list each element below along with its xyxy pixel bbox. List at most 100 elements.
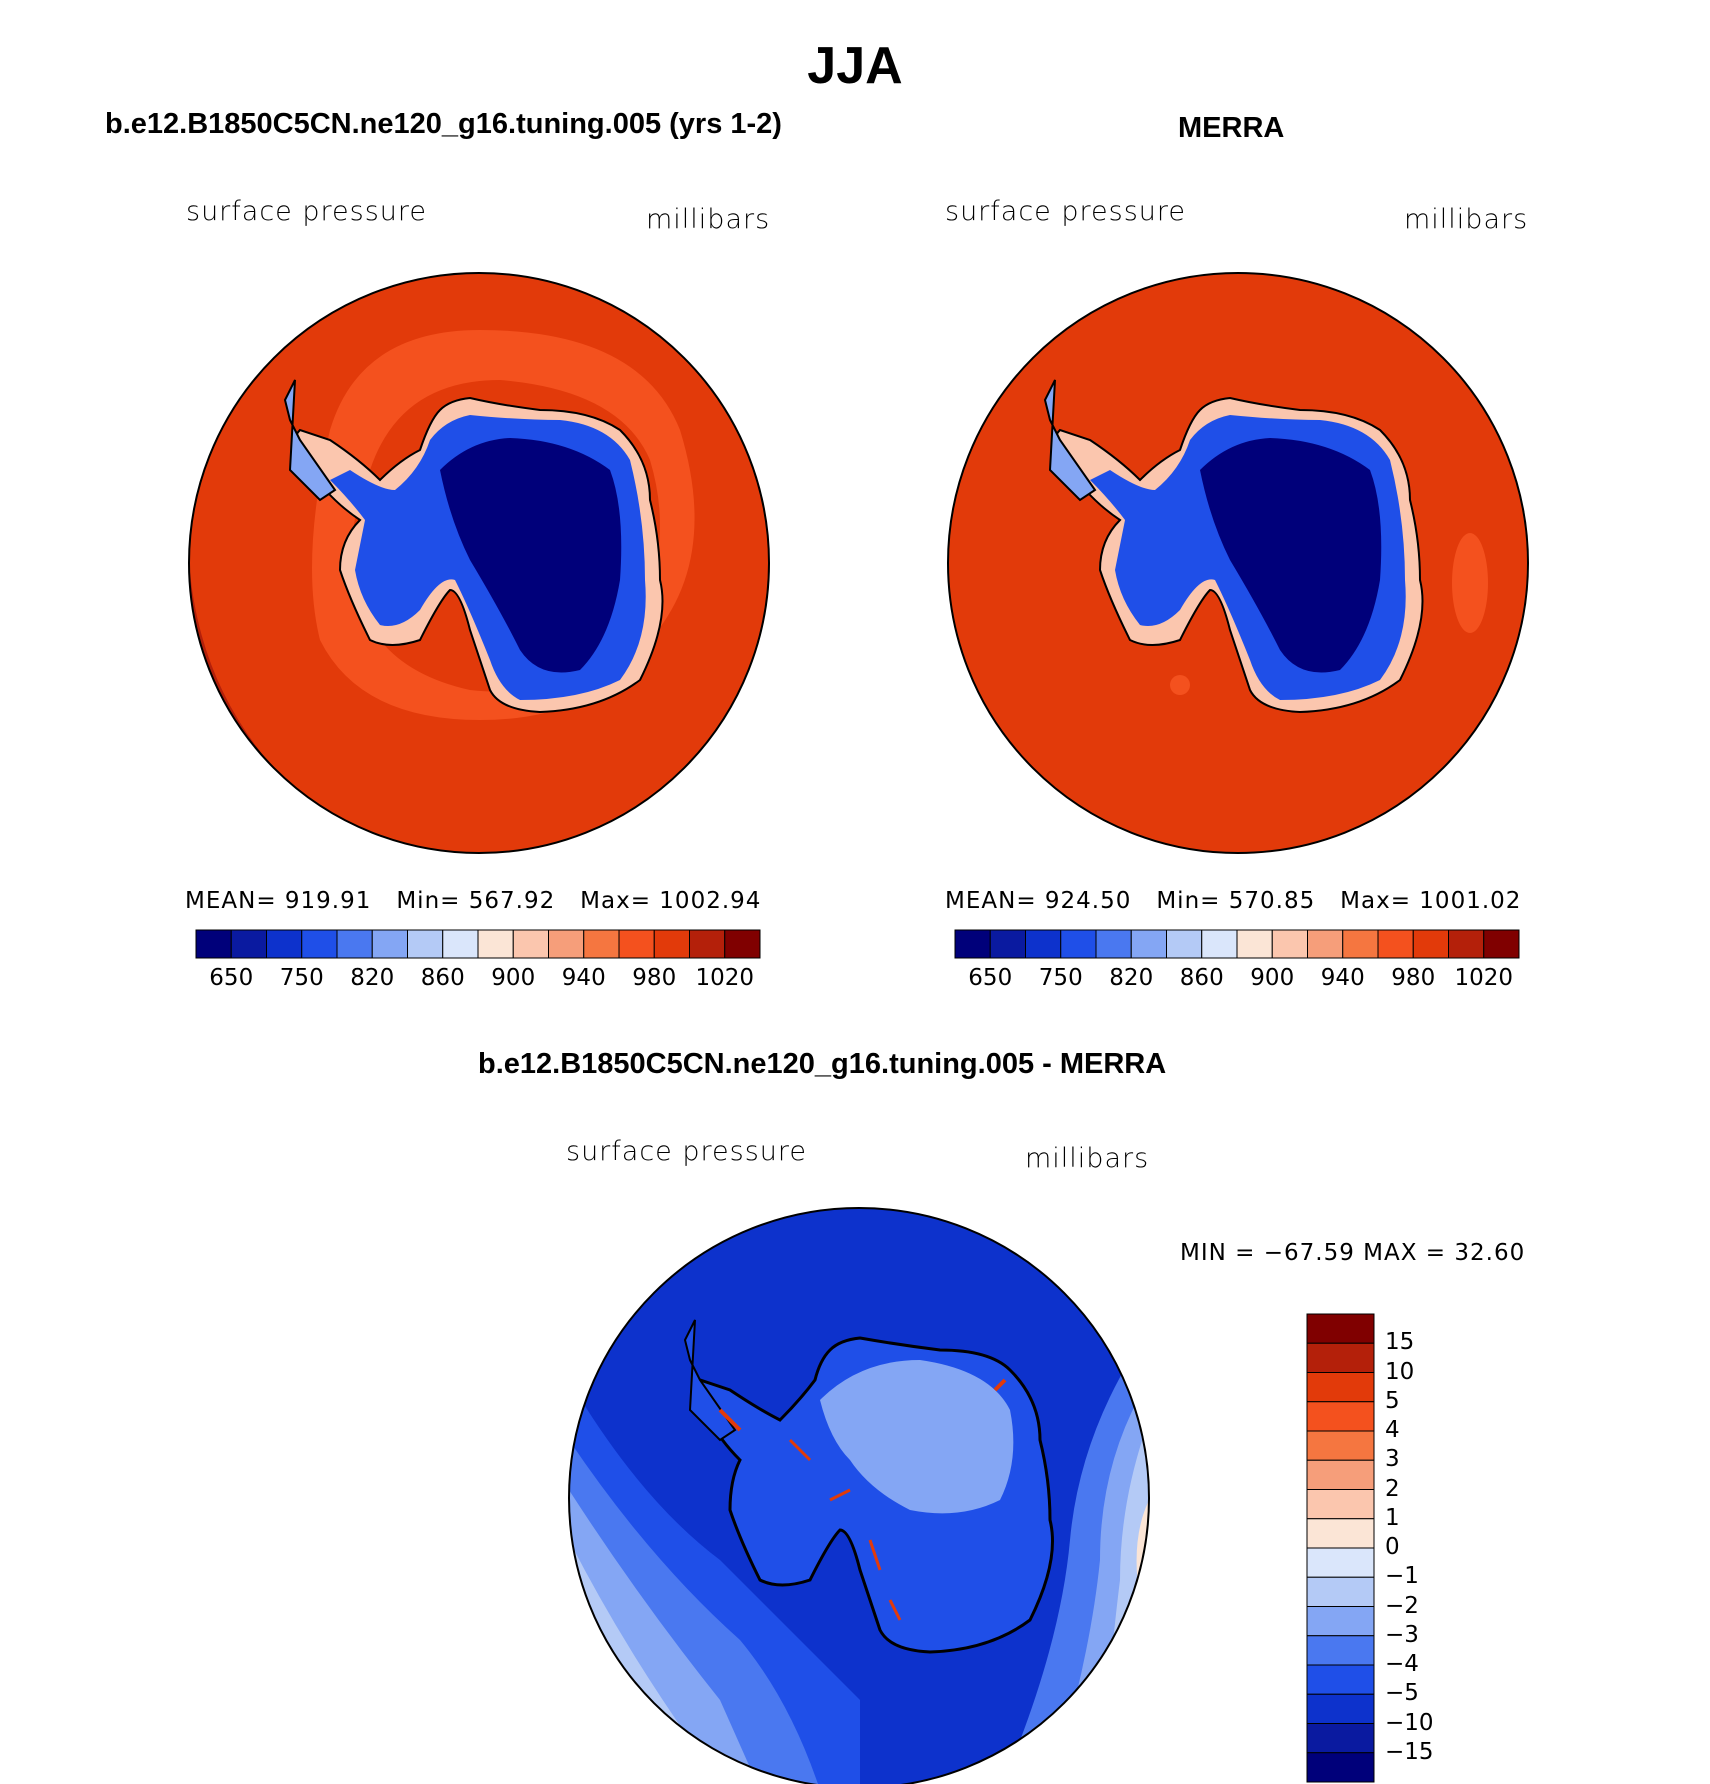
panel2-mean: 924.50: [1044, 888, 1132, 914]
panel2-colorbar-swatch: [1025, 929, 1062, 959]
panel1-colorbar: [195, 929, 761, 959]
panel1-colorbar-tick-label: 820: [350, 965, 395, 991]
page-title: JJA: [807, 37, 903, 95]
panel2-min: 570.85: [1228, 888, 1316, 914]
panel1-colorbar-tick-label: 980: [632, 965, 677, 991]
panel2-south-highpatch: [1170, 675, 1190, 695]
panel3-colorbar-tick-label: 1: [1385, 1504, 1400, 1531]
panel3-colorbar-swatch: [1306, 1723, 1375, 1754]
panel2-variable-label: surface pressure: [945, 196, 1186, 227]
panel3-colorbar-swatch: [1306, 1693, 1375, 1724]
panel2-colorbar-tick-label: 940: [1320, 965, 1365, 991]
panel1-colorbar-swatch: [442, 929, 479, 959]
panel2-colorbar-swatch: [1095, 929, 1132, 959]
panel3-colorbar-tick-label: 3: [1385, 1446, 1400, 1473]
panel3-colorbar-swatch: [1306, 1576, 1375, 1607]
panel1-colorbar-swatch: [230, 929, 267, 959]
panel1-colorbar-swatch: [195, 929, 232, 959]
panel1-mean-label: MEAN=: [185, 888, 277, 914]
panel3-colorbar-tick-label: −3: [1385, 1621, 1419, 1648]
panel1-min: 567.92: [468, 888, 556, 914]
panel3-colorbar-tick-label: 4: [1385, 1417, 1400, 1443]
panel3-antarctica-light: [820, 1360, 1014, 1514]
panel1-antarctica-core: [440, 438, 622, 673]
panel3-colorbar-tick-label: −4: [1385, 1651, 1419, 1677]
panel2-colorbar-tick-label: 1020: [1454, 965, 1514, 991]
panel2-max-label: Max=: [1340, 888, 1411, 914]
panel3-colorbar-ticks: 15 10 5 4 3 2 1 0 −1 −2 −3 −4 −5 −10 −15: [1385, 1314, 1445, 1782]
panel1-max: 1002.94: [659, 888, 762, 914]
panel1-min-label: Min=: [396, 888, 461, 914]
panel1-colorbar-tick-label: 1020: [695, 965, 755, 991]
panel1-colorbar-tick-label: 750: [279, 965, 324, 991]
panel2-colorbar-tick-label: 980: [1391, 965, 1436, 991]
panel3-streak-5: [888, 1599, 902, 1621]
panel1-colorbar-swatch: [512, 929, 549, 959]
panel1-colorbar-swatch: [618, 929, 655, 959]
panel1-colorbar-swatch: [266, 929, 303, 959]
panel1-colorbar-swatch: [724, 929, 761, 959]
panel2-colorbar: [954, 929, 1520, 959]
panel1-title: b.e12.B1850C5CN.ne120_g16.tuning.005 (yr…: [105, 108, 782, 140]
panel2-peninsula: [1043, 379, 1097, 502]
panel2-colorbar-swatch: [1448, 929, 1485, 959]
panel2-colorbar-swatch: [1412, 929, 1449, 959]
panel3-title: b.e12.B1850C5CN.ne120_g16.tuning.005 - M…: [478, 1048, 1167, 1080]
panel3-peninsula: [683, 1319, 737, 1442]
panel1-max-label: Max=: [580, 888, 651, 914]
panel3-colorbar-swatch: [1306, 1372, 1375, 1403]
panel2-colorbar-swatch: [1483, 929, 1520, 959]
panel1-stats: MEAN= 919.91 Min= 567.92 Max= 1002.94: [185, 888, 761, 914]
panel3-colorbar-swatch: [1306, 1342, 1375, 1373]
panel1-peninsula: [283, 379, 337, 502]
panel2-colorbar-tick-label: 750: [1038, 965, 1083, 991]
panel3-colorbar-swatch: [1306, 1518, 1375, 1549]
panel1-colorbar-swatch: [477, 929, 514, 959]
panel3-colorbar-tick-label: 0: [1385, 1534, 1400, 1560]
panel2-colorbar-swatch: [1166, 929, 1203, 959]
panel3-colorbar-swatch: [1306, 1459, 1375, 1490]
panel3-minmax: MIN = −67.59 MAX = 32.60: [1180, 1240, 1526, 1266]
panel3-variable-label: surface pressure: [566, 1136, 807, 1167]
panel3-colorbar-swatch: [1306, 1664, 1375, 1695]
panel3-colorbar-swatch: [1306, 1635, 1375, 1666]
panel1-colorbar-swatch: [407, 929, 444, 959]
panel3-colorbar-swatch: [1306, 1547, 1375, 1578]
panel3-colorbar: [1306, 1313, 1375, 1783]
panel1-colorbar-swatch: [583, 929, 620, 959]
panel2-max: 1001.02: [1419, 888, 1522, 914]
panel2-stats: MEAN= 924.50 Min= 570.85 Max= 1001.02: [945, 888, 1521, 914]
panel1-colorbar-tick-label: 940: [561, 965, 606, 991]
panel3-streak-4: [868, 1539, 882, 1571]
panel2-title: MERRA: [1178, 112, 1285, 144]
panel3-colorbar-tick-label: −15: [1385, 1738, 1434, 1765]
panel2-min-label: Min=: [1156, 888, 1221, 914]
panel2-colorbar-swatch: [954, 929, 991, 959]
panel1-colorbar-swatch: [548, 929, 585, 959]
panel1-colorbar-tick-label: 860: [420, 965, 465, 991]
panel3-units-label: millibars: [1025, 1143, 1150, 1174]
panel2-colorbar-tick-label: 860: [1179, 965, 1224, 991]
panel3-colorbar-swatch: [1306, 1401, 1375, 1432]
panel2-colorbar-swatch: [989, 929, 1026, 959]
panel1-colorbar-tick-label: 650: [209, 965, 254, 991]
panel3-colorbar-swatch: [1306, 1313, 1375, 1344]
panel2-colorbar-swatch: [1377, 929, 1414, 959]
panel3-streak-6: [993, 1378, 1007, 1392]
panel3-colorbar-tick-label: 5: [1385, 1387, 1400, 1414]
panel2-colorbar-tick-label: 650: [968, 965, 1013, 991]
panel2-colorbar-ticks: 650 750 820 860 900 940 980 1020: [955, 965, 1519, 995]
panel3-colorbar-swatch: [1306, 1606, 1375, 1637]
panel1-colorbar-ticks: 650 750 820 860 900 940 980 1020: [196, 965, 760, 995]
panel3-colorbar-swatch: [1306, 1752, 1375, 1783]
panel2-colorbar-swatch: [1271, 929, 1308, 959]
panel1-variable-label: surface pressure: [186, 196, 427, 227]
panel3-colorbar-tick-label: 2: [1385, 1475, 1400, 1502]
panel2-colorbar-swatch: [1236, 929, 1273, 959]
panel1-units-label: millibars: [646, 204, 771, 235]
panel3-colorbar-tick-label: −10: [1385, 1709, 1434, 1736]
panel3-colorbar-tick-label: 15: [1385, 1329, 1415, 1356]
